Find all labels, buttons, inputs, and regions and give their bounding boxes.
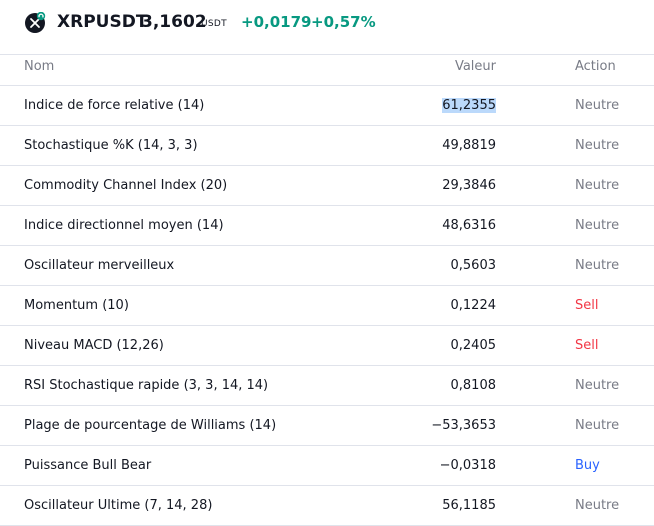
price-change-percent: +0,57% [311,13,376,31]
indicator-action: Neutre [575,98,620,113]
indicator-name: Stochastique %K (14, 3, 3) [24,138,198,153]
indicator-name: Indice directionnel moyen (14) [24,218,224,233]
price-change: +0,0179 [241,13,312,31]
indicator-name: Puissance Bull Bear [24,458,152,473]
xrp-logo-icon [25,12,46,33]
indicator-name: Indice de force relative (14) [24,98,205,113]
indicator-value: 61,2355 [442,98,496,113]
indicator-value: 29,3846 [442,178,496,193]
indicator-value: 0,2405 [450,338,497,353]
symbol-header: XRPUSDT 3,1602 USDT +0,0179 +0,57% [0,0,654,55]
table-row: Commodity Channel Index (20) 29,3846 Neu… [0,166,654,206]
column-header-action: Action [575,59,616,74]
table-row: Indice de force relative (14) 61,2355 Ne… [0,86,654,126]
indicator-name: Commodity Channel Index (20) [24,178,228,193]
currency-label: USDT [201,19,227,29]
table-row: Oscillateur merveilleux 0,5603 Neutre [0,246,654,286]
indicator-name: Plage de pourcentage de Williams (14) [24,418,277,433]
table-row: Stochastique %K (14, 3, 3) 49,8819 Neutr… [0,126,654,166]
table-row: Oscillateur Ultime (7, 14, 28) 56,1185 N… [0,486,654,526]
indicator-value: −53,3653 [431,418,496,433]
indicator-action: Neutre [575,418,620,433]
table-row: Plage de pourcentage de Williams (14) −5… [0,406,654,446]
indicator-action: Neutre [575,498,620,513]
indicator-action: Neutre [575,138,620,153]
indicator-action: Buy [575,458,600,473]
indicator-action: Sell [575,298,599,313]
indicator-value: 48,6316 [442,218,496,233]
indicator-name: RSI Stochastique rapide (3, 3, 14, 14) [24,378,269,393]
indicator-value: 0,1224 [450,298,497,313]
indicator-value: 56,1185 [442,498,496,513]
column-header-value: Valeur [454,59,496,74]
indicator-action: Neutre [575,258,620,273]
indicator-action: Neutre [575,178,620,193]
indicator-action: Neutre [575,378,620,393]
table-header: Nom Valeur Action [0,56,654,86]
symbol-name[interactable]: XRPUSDT [57,12,148,32]
table-row: Puissance Bull Bear −0,0318 Buy [0,446,654,486]
indicator-name: Niveau MACD (12,26) [24,338,164,353]
indicator-value: 0,8108 [450,378,497,393]
indicator-value: 49,8819 [442,138,496,153]
table-row: Niveau MACD (12,26) 0,2405 Sell [0,326,654,366]
indicator-name: Oscillateur merveilleux [24,258,175,273]
table-row: Momentum (10) 0,1224 Sell [0,286,654,326]
indicator-value: −0,0318 [439,458,496,473]
indicator-action: Sell [575,338,599,353]
column-header-name: Nom [24,59,55,74]
indicator-name: Momentum (10) [24,298,129,313]
oscillators-table: Indice de force relative (14) 61,2355 Ne… [0,86,654,526]
table-row: Indice directionnel moyen (14) 48,6316 N… [0,206,654,246]
indicator-name: Oscillateur Ultime (7, 14, 28) [24,498,213,513]
indicator-value: 0,5603 [450,258,497,273]
last-price: 3,1602 [141,12,207,32]
table-row: RSI Stochastique rapide (3, 3, 14, 14) 0… [0,366,654,406]
indicator-action: Neutre [575,218,620,233]
